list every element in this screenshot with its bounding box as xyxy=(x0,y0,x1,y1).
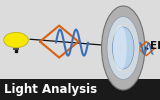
Ellipse shape xyxy=(107,16,139,80)
Text: ER: ER xyxy=(150,41,160,51)
Ellipse shape xyxy=(102,6,145,90)
Ellipse shape xyxy=(112,27,134,69)
Bar xyxy=(13,48,19,50)
Polygon shape xyxy=(125,79,160,100)
Ellipse shape xyxy=(113,25,127,71)
Circle shape xyxy=(4,32,28,48)
Bar xyxy=(0,79,160,100)
Text: Light Analysis: Light Analysis xyxy=(4,83,97,96)
